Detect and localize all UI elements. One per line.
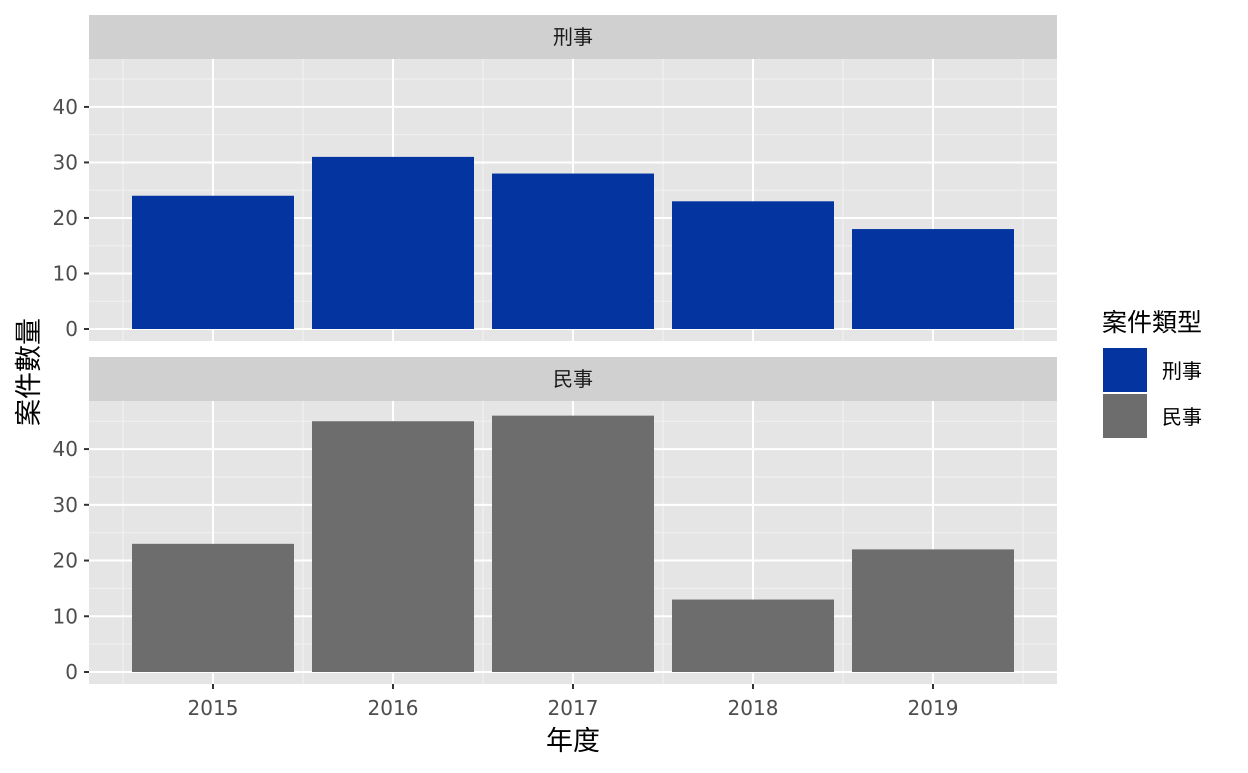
legend-label-民事: 民事 [1162,405,1202,429]
legend-label-刑事: 刑事 [1162,359,1202,383]
x-tick-label: 2017 [548,696,599,720]
y-tick-label: 0 [65,317,78,341]
bar-刑事-2017 [492,173,654,329]
y-tick-label: 40 [53,437,78,461]
facet-panel-2: 民事 0 10 20 30 40 2015 2016 2017 2018 2019 [53,357,1057,720]
bar-刑事-2019 [852,229,1014,329]
legend-title: 案件類型 [1102,308,1202,337]
y-tick-label: 30 [53,493,78,517]
y-axis-title: 案件數量 [14,318,45,426]
bar-民事-2018 [672,599,834,672]
facet-strip-label: 刑事 [553,25,593,49]
y-tick-label: 10 [53,261,78,285]
y-tick-label: 10 [53,604,78,628]
bar-民事-2016 [312,421,474,672]
y-tick-label: 30 [53,150,78,174]
y-tick-label: 0 [65,660,78,684]
facet-panel-1: 刑事 0 10 20 30 40 [53,15,1057,341]
x-tick-label: 2019 [908,696,959,720]
x-axis-title: 年度 [546,726,600,757]
facet-strip [89,15,1057,59]
bar-民事-2015 [132,543,294,672]
x-tick-label: 2015 [188,696,239,720]
y-tick-label: 20 [53,549,78,573]
legend-key-刑事 [1103,348,1147,392]
bar-刑事-2015 [132,195,294,329]
y-tick-label: 20 [53,206,78,230]
facet-panels: 刑事 0 10 20 30 40 民事 0 10 20 30 40 2015 2016 2017 2018 20… [53,15,1057,720]
y-tick-label: 40 [53,95,78,119]
x-tick-label: 2016 [368,696,419,720]
bar-民事-2017 [492,415,654,672]
x-tick-label: 2018 [728,696,779,720]
facet-strip [89,357,1057,401]
bar-刑事-2016 [312,156,474,329]
bar-刑事-2018 [672,201,834,329]
legend-key-民事 [1103,394,1147,438]
bar-民事-2019 [852,549,1014,672]
facet-strip-label: 民事 [553,367,593,391]
